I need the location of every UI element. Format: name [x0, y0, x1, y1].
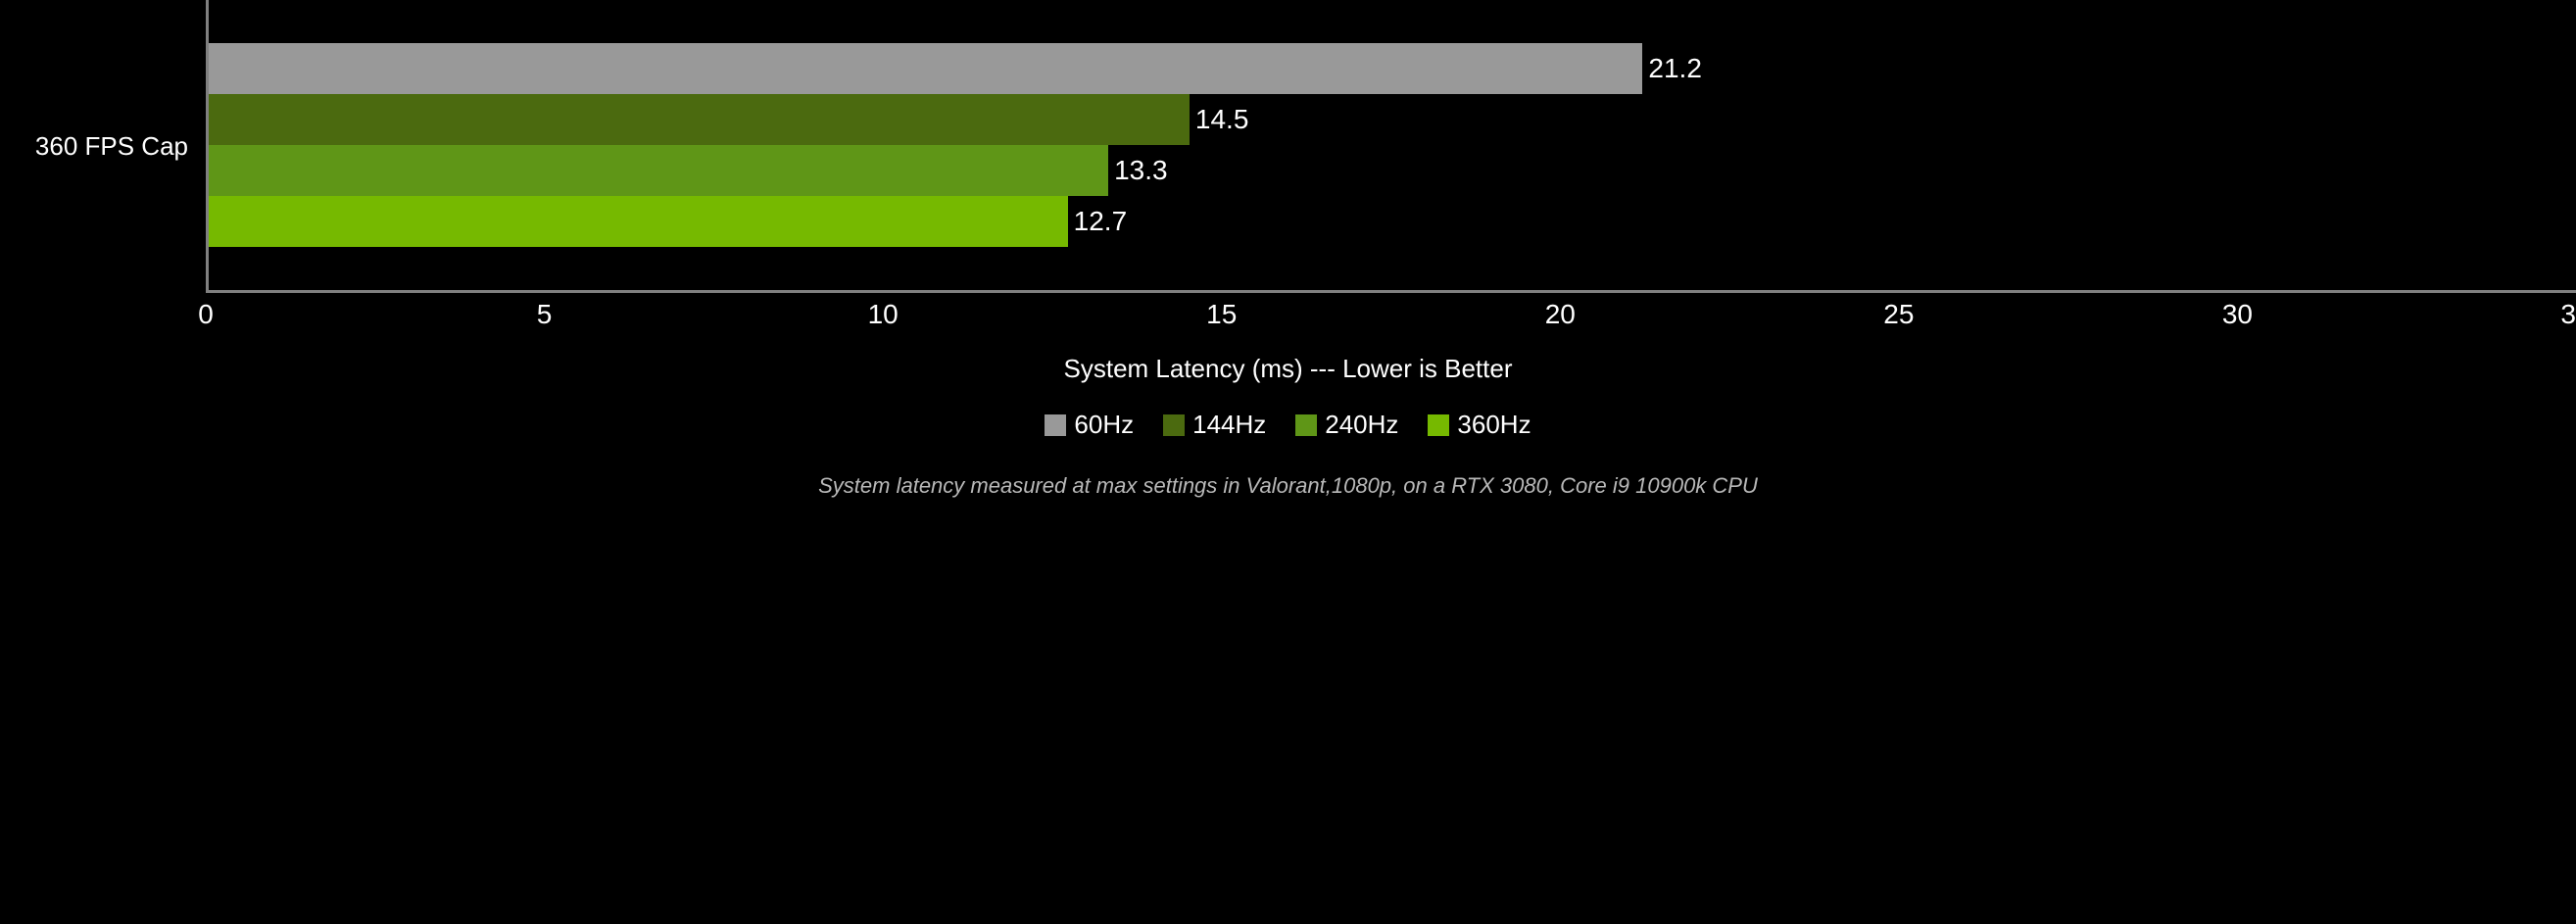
x-ticks-spacer — [0, 293, 206, 338]
x-tick: 15 — [1206, 299, 1237, 330]
legend-item: 144Hz — [1163, 410, 1266, 440]
legend-label: 144Hz — [1192, 410, 1266, 440]
legend-label: 240Hz — [1325, 410, 1398, 440]
bar-row: 12.7 — [209, 196, 2576, 247]
plot-row: 360 FPS Cap 21.2 14.5 13.3 12.7 — [0, 0, 2576, 293]
legend-swatch — [1428, 414, 1449, 436]
legend-item: 360Hz — [1428, 410, 1531, 440]
legend-swatch — [1045, 414, 1066, 436]
x-tick: 0 — [198, 299, 214, 330]
plot-area: 21.2 14.5 13.3 12.7 — [206, 0, 2576, 293]
legend-swatch — [1163, 414, 1185, 436]
legend-label: 360Hz — [1457, 410, 1531, 440]
bar — [209, 94, 1190, 145]
x-tick: 25 — [1883, 299, 1914, 330]
legend-item: 240Hz — [1295, 410, 1398, 440]
bar-value-label: 13.3 — [1114, 155, 1168, 186]
legend-swatch — [1295, 414, 1317, 436]
chart-caption: System latency measured at max settings … — [0, 473, 2576, 511]
bar-row: 14.5 — [209, 94, 2576, 145]
bar-group: 21.2 14.5 13.3 12.7 — [209, 14, 2576, 276]
bar-value-label: 12.7 — [1074, 206, 1128, 237]
bar-row: 21.2 — [209, 43, 2576, 94]
x-tick: 5 — [537, 299, 553, 330]
x-tick: 35 — [2560, 299, 2576, 330]
category-label: 360 FPS Cap — [0, 0, 206, 293]
bar — [209, 145, 1108, 196]
legend: 60Hz 144Hz 240Hz 360Hz — [0, 410, 2576, 440]
x-tick: 20 — [1545, 299, 1576, 330]
x-tick: 10 — [868, 299, 899, 330]
legend-item: 60Hz — [1045, 410, 1134, 440]
x-tick: 30 — [2222, 299, 2253, 330]
legend-label: 60Hz — [1074, 410, 1134, 440]
bar-row: 13.3 — [209, 145, 2576, 196]
x-ticks: 05101520253035 — [206, 293, 2576, 338]
x-axis-title: System Latency (ms) --- Lower is Better — [0, 354, 2576, 384]
x-ticks-row: 0 5 10 15 20 25 30 35 — [0, 293, 2576, 338]
bar-value-label: 21.2 — [1648, 53, 1702, 84]
bar-value-label: 14.5 — [1195, 104, 1249, 135]
bar — [209, 196, 1068, 247]
bar — [209, 43, 1642, 94]
latency-bar-chart: 360 FPS Cap 21.2 14.5 13.3 12.7 0 5 10 15 20 25 3… — [0, 0, 2576, 511]
